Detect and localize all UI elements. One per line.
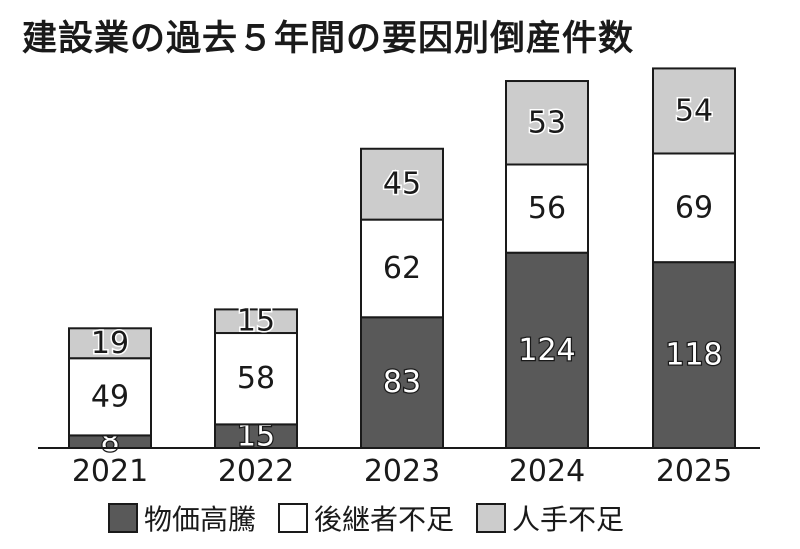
bar-segment-2022-1 bbox=[214, 332, 298, 426]
data-label-2025-0: 118 bbox=[665, 338, 722, 373]
bar-segment-2025-2 bbox=[652, 67, 736, 155]
x-tick-label-2021: 2021 bbox=[72, 454, 148, 489]
chart-title: 建設業の過去５年間の要因別倒産件数 bbox=[22, 19, 635, 59]
data-label-2022-1: 58 bbox=[237, 361, 275, 396]
x-tick-label-2023: 2023 bbox=[364, 454, 440, 489]
data-label-2024-0: 124 bbox=[518, 333, 575, 368]
x-tick-label-2025: 2025 bbox=[656, 454, 732, 489]
bar-segment-2024-0 bbox=[505, 251, 589, 449]
legend-item-bukka: 物価高騰 bbox=[108, 498, 256, 538]
legend-item-hitode: 人手不足 bbox=[476, 498, 624, 538]
data-label-2025-2: 54 bbox=[675, 93, 713, 128]
data-label-2023-1: 62 bbox=[383, 251, 421, 286]
data-label-2025-1: 69 bbox=[675, 190, 713, 225]
bar-segment-2023-2 bbox=[360, 147, 444, 221]
legend-item-koukeisha: 後継者不足 bbox=[278, 498, 454, 538]
bar-segment-2024-2 bbox=[505, 80, 589, 166]
bar-segment-2022-2 bbox=[214, 308, 298, 335]
legend: 物価高騰 後継者不足 人手不足 bbox=[108, 497, 624, 539]
bar-segment-2025-1 bbox=[652, 152, 736, 264]
legend-label-bukka: 物価高騰 bbox=[144, 503, 257, 536]
legend-swatch-hitode bbox=[476, 503, 507, 533]
legend-swatch-bukka bbox=[108, 503, 138, 533]
legend-label-hitode: 人手不足 bbox=[512, 503, 625, 536]
data-label-2021-2: 19 bbox=[91, 326, 129, 361]
data-label-2023-2: 45 bbox=[383, 167, 421, 202]
bar-segment-2023-1 bbox=[360, 218, 444, 319]
legend-label-koukeisha: 後継者不足 bbox=[314, 503, 455, 536]
bar-segment-2021-1 bbox=[68, 357, 152, 437]
bar-segment-2021-2 bbox=[68, 327, 152, 360]
legend-swatch-koukeisha bbox=[278, 503, 309, 533]
x-tick-label-2024: 2024 bbox=[509, 454, 585, 489]
data-label-2023-0: 83 bbox=[383, 365, 421, 400]
bar-segment-2023-0 bbox=[360, 316, 444, 449]
bar-segment-2024-1 bbox=[505, 163, 589, 254]
data-label-2022-2: 15 bbox=[237, 304, 275, 339]
data-label-2024-1: 56 bbox=[528, 191, 566, 226]
data-label-2024-2: 53 bbox=[528, 105, 566, 140]
data-label-2021-1: 49 bbox=[91, 379, 129, 414]
x-tick-label-2022: 2022 bbox=[218, 454, 294, 489]
